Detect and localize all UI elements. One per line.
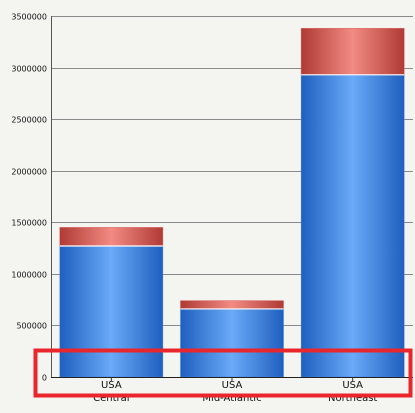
x-axis-category-labels: USA Central USA Mid-Atlantic USA Northeast [93, 377, 377, 404]
y-tick-label: 2500000 [11, 116, 47, 125]
bar-segment [59, 227, 164, 247]
annotation-highlight-box [33, 348, 413, 398]
y-tick-label: 2000000 [11, 168, 47, 177]
x-category-sublabel: Central [93, 393, 129, 404]
x-category-label: USA [342, 380, 363, 391]
y-axis-tick-labels: 0 500000 1000000 1500000 2000000 2500000 30000… [11, 13, 47, 383]
bar-segment [59, 245, 164, 378]
y-tick-label: 1000000 [11, 271, 47, 280]
y-tick-label: 3000000 [11, 65, 47, 74]
y-tick-label: 1500000 [11, 219, 47, 228]
x-category-label: USA [222, 380, 243, 391]
x-category-sublabel: Mid-Atlantic [202, 393, 261, 404]
bar-segment [180, 300, 284, 310]
bars [59, 28, 405, 378]
x-category-label: USA [101, 380, 122, 391]
y-tick-label: 3500000 [11, 13, 47, 22]
bar-segment [300, 74, 405, 378]
bar-segment [180, 308, 284, 378]
y-tick-label: 0 [42, 374, 47, 383]
y-tick-label: 500000 [16, 322, 47, 331]
x-category-sublabel: Northeast [328, 393, 377, 404]
bar-segment [300, 28, 405, 76]
